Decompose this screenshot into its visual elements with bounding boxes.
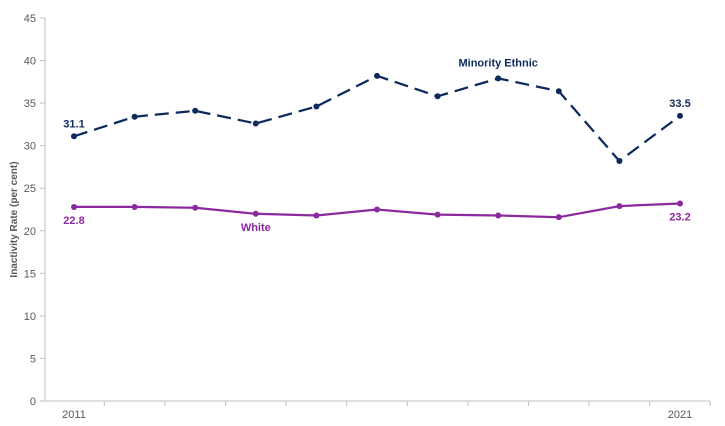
white-point <box>192 204 199 211</box>
minority-ethnic-point <box>495 75 502 82</box>
axes: 0 5 10 15 20 25 30 35 40 45 2011 2021 <box>24 13 711 421</box>
minority-ethnic-point <box>192 107 199 114</box>
y-tick-label: 5 <box>30 353 36 365</box>
y-tick-label: 45 <box>24 13 36 25</box>
y-tick-label: 35 <box>24 98 36 110</box>
minority-ethnic-point <box>374 72 380 79</box>
minority-ethnic-point <box>555 88 562 95</box>
white-start-label: 22.8 <box>63 215 84 227</box>
y-tick-label: 20 <box>24 226 36 238</box>
minority-ethnic-end-label: 33.5 <box>669 98 690 110</box>
minority-ethnic-point <box>71 133 77 140</box>
minority-ethnic-start-label: 31.1 <box>63 118 84 130</box>
y-tick-label: 10 <box>24 311 36 323</box>
minority-ethnic-point <box>131 113 138 120</box>
y-tick-label: 25 <box>24 183 36 195</box>
minority-ethnic-series-label: Minority Ethnic <box>458 57 537 69</box>
minority-ethnic-point <box>252 120 259 127</box>
series-group <box>71 72 683 221</box>
white-series-label: White <box>241 222 271 234</box>
white-point <box>616 203 623 210</box>
y-axis-title-group: Inactivity Rate (per cent) <box>9 161 20 277</box>
minority-ethnic-line <box>73 74 681 163</box>
white-point <box>71 203 77 210</box>
y-tick-label: 15 <box>24 268 36 280</box>
y-tick-label: 0 <box>30 396 36 408</box>
white-point <box>252 210 259 217</box>
y-tick-label: 40 <box>24 56 36 68</box>
white-point <box>495 212 502 219</box>
white-point <box>374 206 380 213</box>
x-tick-label-first: 2011 <box>62 409 86 421</box>
y-axis-title: Inactivity Rate (per cent) <box>9 161 20 277</box>
white-point <box>313 212 320 219</box>
minority-ethnic-point <box>434 93 441 100</box>
white-point <box>677 200 683 207</box>
white-end-label: 23.2 <box>669 212 690 224</box>
y-tick-label: 30 <box>24 141 36 153</box>
x-tick-label-last: 2021 <box>668 409 692 421</box>
white-point <box>555 214 562 221</box>
minority-ethnic-point <box>616 157 623 164</box>
labels-group: 31.1 33.5 Minority Ethnic 22.8 23.2 White <box>63 57 690 233</box>
white-point <box>434 211 441 218</box>
white-point <box>131 203 138 210</box>
minority-ethnic-point <box>313 103 320 110</box>
minority-ethnic-point <box>677 112 683 119</box>
